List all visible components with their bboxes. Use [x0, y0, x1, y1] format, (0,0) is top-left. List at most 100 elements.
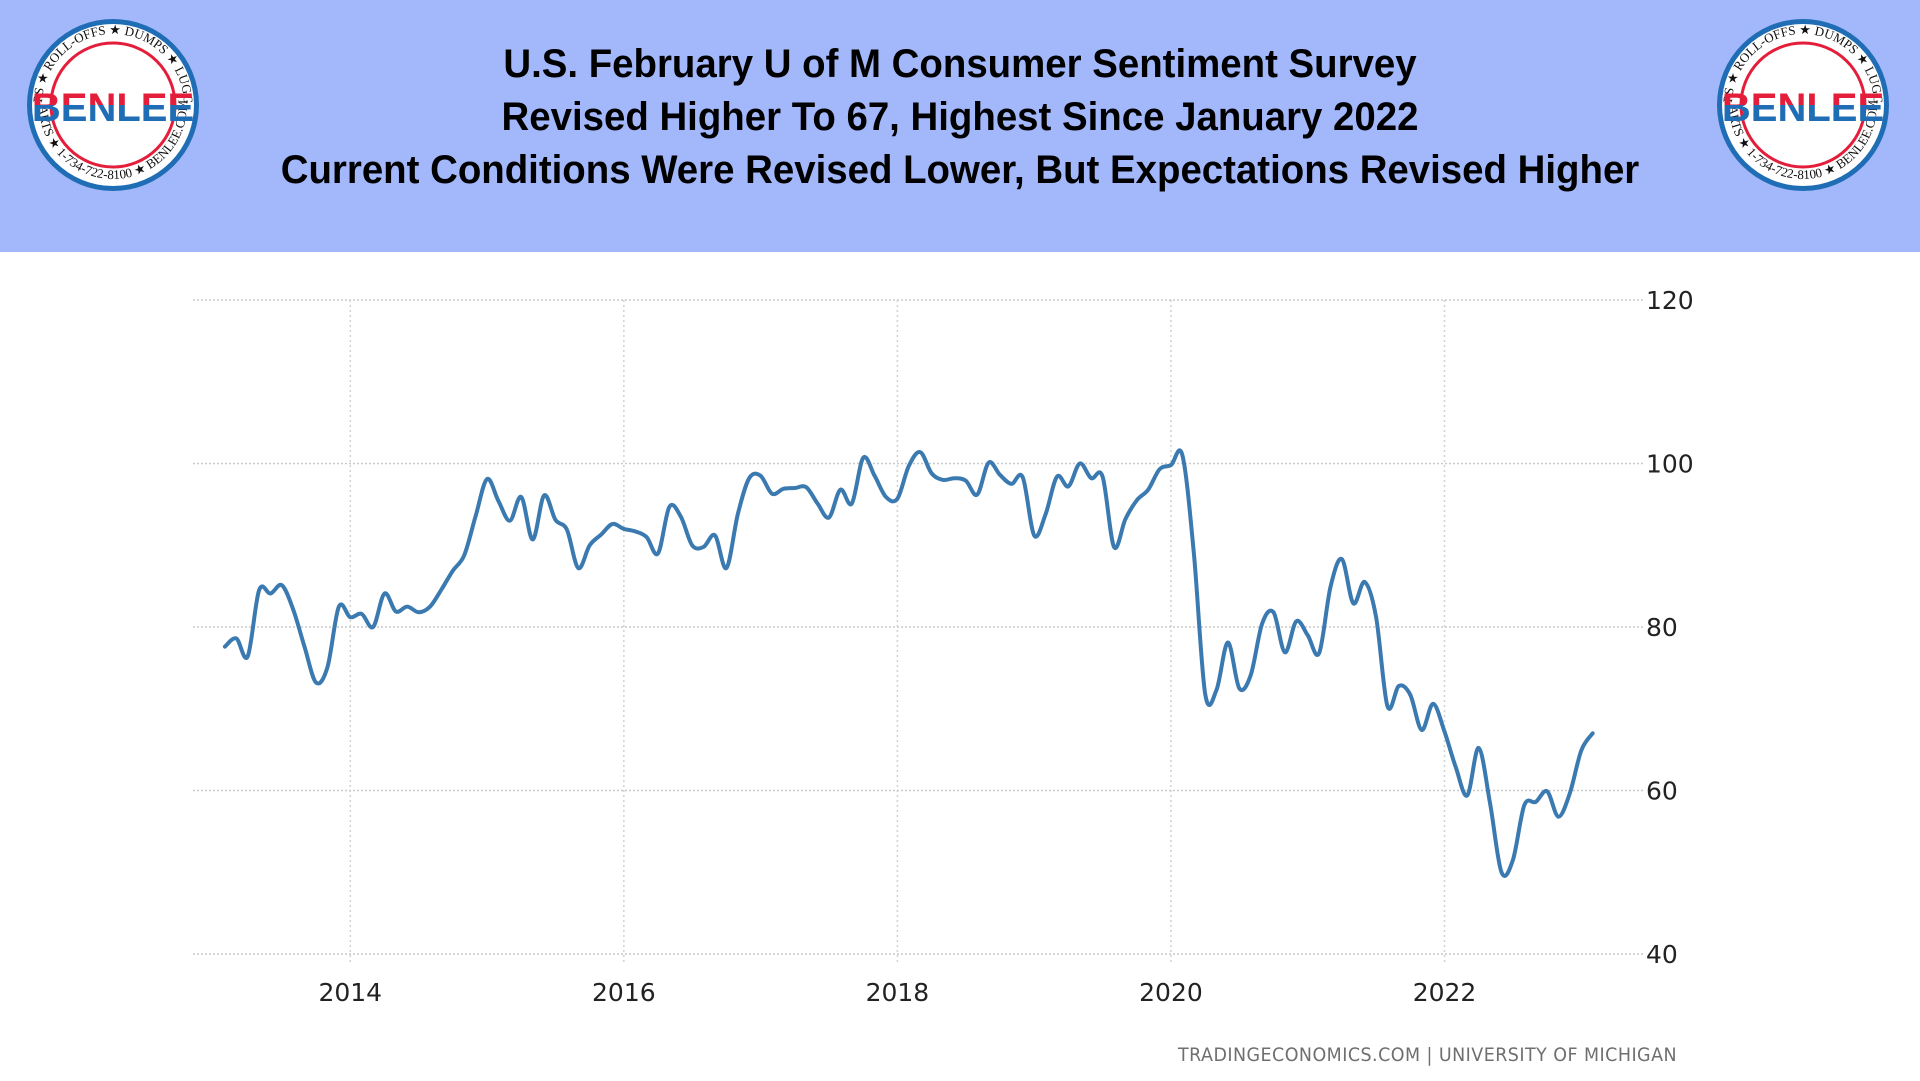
- data-point: [1488, 802, 1492, 806]
- x-tick-label: 2020: [1139, 978, 1203, 1007]
- data-point: [383, 592, 387, 596]
- x-tick-label: 2022: [1413, 978, 1477, 1007]
- logo-brand-text-lower: BENLEE: [32, 86, 194, 130]
- y-tick-label: 80: [1646, 613, 1678, 642]
- data-point: [223, 645, 227, 649]
- data-point: [508, 519, 512, 523]
- data-point: [1397, 684, 1401, 688]
- data-point: [1431, 702, 1435, 706]
- data-point: [827, 516, 831, 520]
- data-point: [884, 495, 888, 499]
- data-point: [497, 499, 501, 503]
- data-point: [736, 512, 740, 516]
- data-point: [394, 610, 398, 614]
- data-point: [1443, 730, 1447, 734]
- data-point: [1272, 610, 1276, 614]
- data-point: [1465, 793, 1469, 797]
- data-point: [257, 588, 261, 592]
- data-point: [690, 543, 694, 547]
- data-point: [1294, 619, 1298, 623]
- data-point: [850, 502, 854, 506]
- data-point: [816, 502, 820, 506]
- data-point: [918, 450, 922, 454]
- data-point: [1408, 693, 1412, 697]
- x-tick-label: 2016: [592, 978, 656, 1007]
- logo-brand-text: BENLEE: [1722, 86, 1884, 130]
- data-point: [1545, 789, 1549, 793]
- data-point: [907, 464, 911, 468]
- data-point: [1135, 498, 1139, 502]
- data-point: [451, 569, 455, 573]
- data-point: [462, 553, 466, 557]
- data-point: [1078, 462, 1082, 466]
- data-point: [702, 545, 706, 549]
- data-point: [1066, 484, 1070, 488]
- data-point: [804, 485, 808, 489]
- logo-brand-text-lower: BENLEE: [1722, 86, 1884, 130]
- source-attribution: TRADINGECONOMICS.COM | UNIVERSITY OF MIC…: [1178, 1044, 1678, 1066]
- x-axis-tick-labels: 2014 2016 2018 2020 2022: [318, 978, 1476, 1007]
- data-point: [656, 551, 660, 555]
- data-point: [1579, 748, 1583, 752]
- data-point: [565, 528, 569, 532]
- data-point: [326, 665, 330, 669]
- data-point: [622, 527, 626, 531]
- logo-brand-text: BENLEE: [32, 86, 194, 130]
- data-point: [531, 538, 535, 542]
- data-point: [554, 518, 558, 522]
- data-point: [952, 476, 956, 480]
- series-points: [223, 450, 1595, 874]
- y-axis-tick-labels: 40 60 80 100 120: [1646, 286, 1694, 969]
- data-point: [599, 533, 603, 537]
- data-point: [1215, 688, 1219, 692]
- data-point: [1021, 475, 1025, 479]
- header-banner: TARPS ★ ROLL-OFFS ★ DUMPS ★ LUGGERS PART…: [0, 0, 1920, 252]
- data-point: [713, 533, 717, 537]
- page-title: U.S. February U of M Consumer Sentiment …: [0, 38, 1920, 197]
- data-point: [417, 610, 421, 614]
- x-gridlines: [349, 300, 1446, 962]
- data-point: [474, 514, 478, 518]
- data-point: [1180, 453, 1184, 457]
- y-tick-label: 60: [1646, 777, 1678, 806]
- data-point: [1009, 482, 1013, 486]
- title-line-2: Revised Higher To 67, Highest Since Janu…: [501, 95, 1419, 139]
- data-point: [1123, 517, 1127, 521]
- data-point: [1249, 673, 1253, 677]
- data-point: [759, 474, 763, 478]
- data-point: [1500, 870, 1504, 874]
- data-point: [1158, 467, 1162, 471]
- data-point: [964, 479, 968, 483]
- data-point: [1340, 557, 1344, 561]
- data-point: [291, 608, 295, 612]
- data-point: [1317, 651, 1321, 655]
- data-point: [303, 645, 307, 649]
- data-point: [1306, 633, 1310, 637]
- data-point: [679, 515, 683, 519]
- data-point: [1101, 475, 1105, 479]
- data-point: [1192, 551, 1196, 555]
- data-point: [542, 493, 546, 497]
- data-point: [1351, 601, 1355, 605]
- data-point: [873, 474, 877, 478]
- data-point: [667, 505, 671, 509]
- data-point: [348, 615, 352, 619]
- x-tick-label: 2018: [866, 978, 930, 1007]
- data-point: [1568, 791, 1572, 795]
- data-point: [519, 495, 523, 499]
- data-point: [1511, 858, 1515, 862]
- data-point: [1260, 622, 1264, 626]
- y-tick-label: 120: [1646, 286, 1694, 315]
- data-point: [1226, 641, 1230, 645]
- data-point: [998, 473, 1002, 477]
- data-point: [1534, 800, 1538, 804]
- data-point: [793, 486, 797, 490]
- data-point: [1237, 686, 1241, 690]
- data-point: [1420, 728, 1424, 732]
- y-tick-label: 100: [1646, 450, 1694, 479]
- data-point: [440, 587, 444, 591]
- data-point: [987, 461, 991, 465]
- data-point: [1032, 533, 1036, 537]
- data-point: [337, 605, 341, 609]
- data-point: [269, 592, 273, 596]
